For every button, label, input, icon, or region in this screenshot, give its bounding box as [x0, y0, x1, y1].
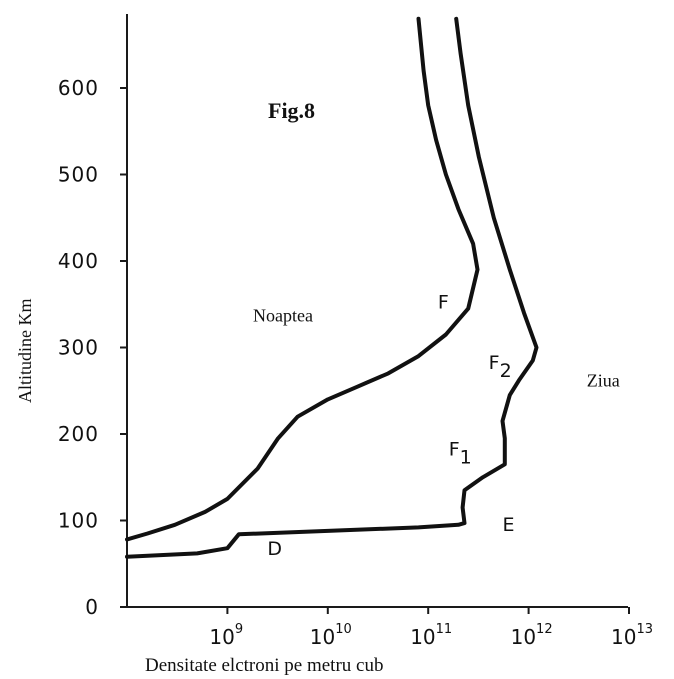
annotation-d: D	[267, 538, 282, 560]
chart-annotations: F F2 F1 E D Noaptea Ziua	[253, 292, 620, 561]
x-tick-label: 1011	[410, 622, 452, 649]
chart-title: Fig.8	[268, 98, 315, 123]
annotation-ziua: Ziua	[587, 370, 620, 390]
x-tick-label: 109	[209, 622, 243, 649]
series-line-noaptea	[125, 16, 480, 542]
y-tick-label: 100	[58, 509, 99, 533]
series-line-ziua	[125, 16, 539, 559]
x-axis-label: Densitate elctroni pe metru cub	[145, 655, 383, 676]
y-ticks: 0 100 200 300 400 500 600	[58, 76, 127, 619]
x-ticks: 109 1010 1011 1012 1013	[209, 607, 653, 649]
y-tick-label: 600	[58, 76, 99, 100]
annotation-noaptea: Noaptea	[253, 306, 313, 326]
x-tick-label: 1013	[611, 622, 653, 649]
y-axis-label: Altitudine Km	[15, 299, 35, 404]
y-tick-label: 500	[58, 163, 99, 187]
annotation-e: E	[503, 514, 515, 536]
chart-curves	[125, 16, 539, 559]
annotation-f2: F2	[489, 352, 512, 382]
x-tick-label: 1010	[310, 622, 352, 649]
chart-axes	[126, 14, 628, 608]
x-tick-label: 1012	[511, 622, 553, 649]
annotation-f1: F1	[449, 439, 472, 469]
y-tick-label: 300	[58, 336, 99, 360]
y-tick-label: 400	[58, 249, 99, 273]
y-tick-label: 200	[58, 422, 99, 446]
annotation-f: F	[438, 292, 449, 314]
y-tick-label: 0	[85, 595, 99, 619]
